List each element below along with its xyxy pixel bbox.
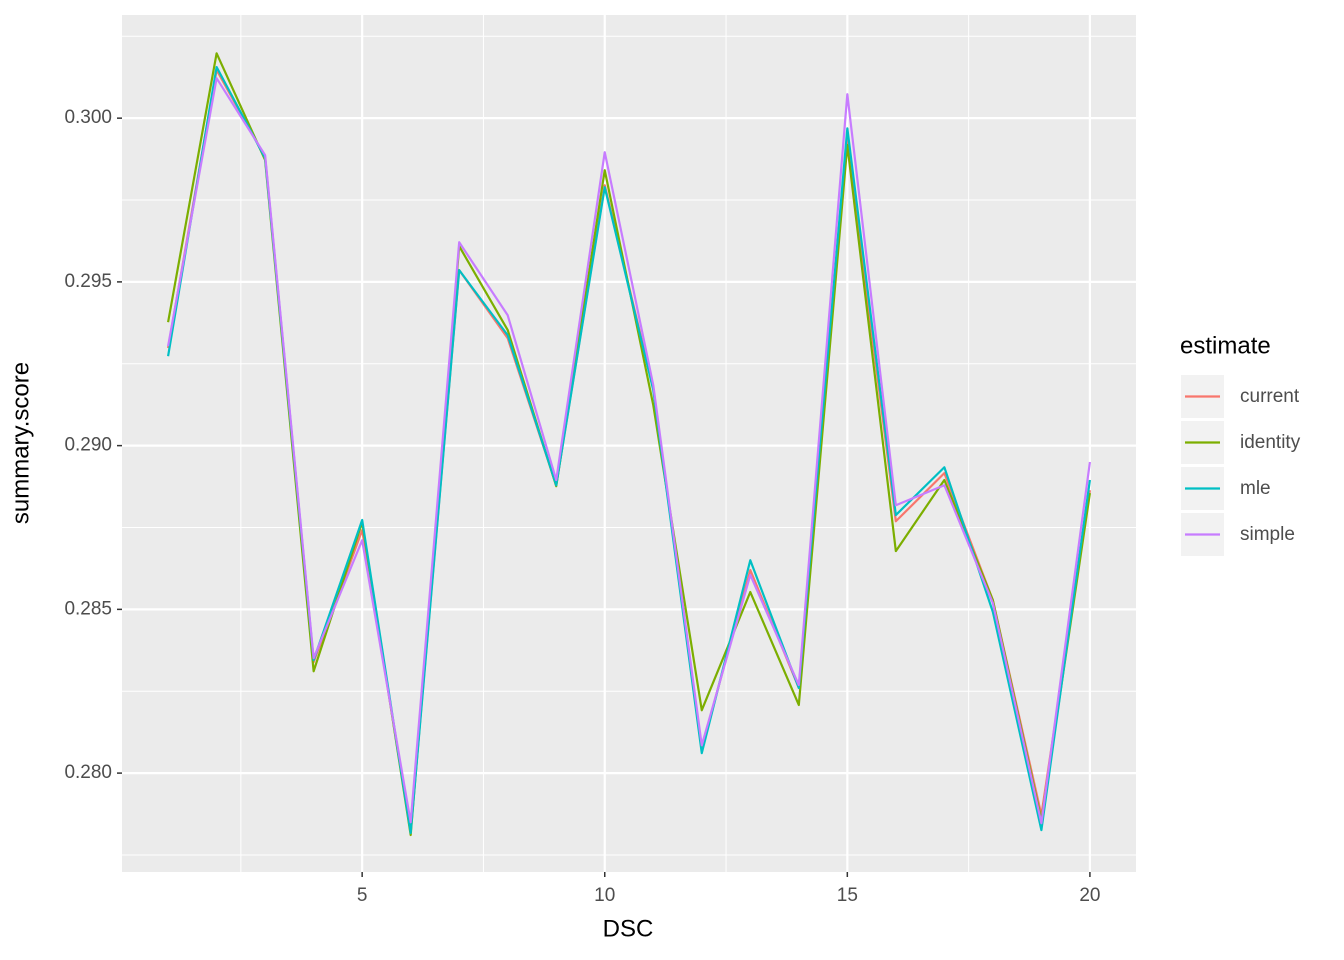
legend-title: estimate [1180,332,1271,359]
y-tick-label: 0.290 [64,435,112,456]
series-line [167,77,1092,825]
y-tick-label: 0.300 [64,107,112,128]
legend-label: mle [1240,478,1271,499]
y-tick-label: 0.280 [64,762,112,783]
y-tick-label: 0.285 [64,598,112,619]
x-tick-label: 5 [357,885,368,906]
x-tick-label: 10 [594,885,615,906]
y-tick-label: 0.295 [64,271,112,292]
y-axis-title: summary.score [7,362,34,524]
x-axis-title: DSC [603,915,654,942]
panel-background [122,15,1136,872]
legend-label: simple [1240,524,1295,545]
legend-label: identity [1240,432,1301,453]
legend-label: current [1240,386,1300,407]
x-tick-label: 20 [1079,885,1100,906]
x-tick-label: 15 [837,885,858,906]
